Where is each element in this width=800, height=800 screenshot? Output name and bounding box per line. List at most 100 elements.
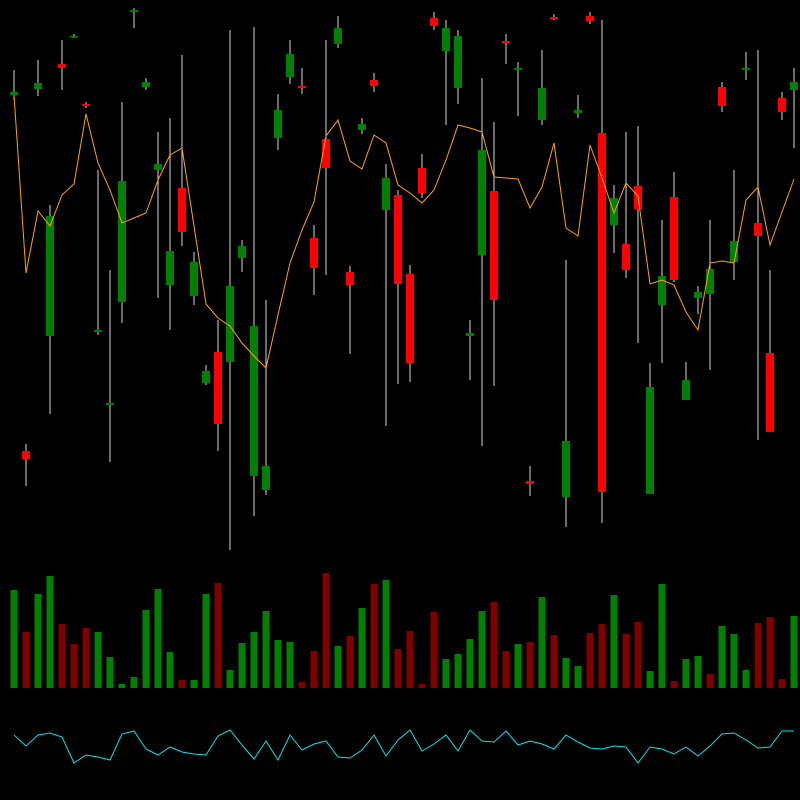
- volume-bar: [370, 584, 378, 688]
- volume-bar: [298, 682, 306, 688]
- candle-body: [310, 238, 318, 268]
- volume-bar: [190, 680, 198, 688]
- volume-bar: [670, 681, 678, 688]
- volume-bar: [178, 680, 186, 688]
- volume-bar: [262, 611, 270, 688]
- candle-body: [706, 269, 714, 294]
- candle-body: [142, 82, 150, 87]
- candle-body: [538, 88, 546, 120]
- volume-bar: [58, 624, 66, 688]
- volume-bar: [550, 635, 558, 688]
- candle-body: [466, 333, 474, 336]
- candle-body: [382, 178, 390, 210]
- candle-body: [682, 380, 690, 400]
- candle-body: [754, 223, 762, 236]
- candle-body: [202, 371, 210, 383]
- volume-bar: [274, 640, 282, 688]
- candle-body: [214, 352, 222, 424]
- volume-bar: [514, 644, 522, 688]
- candle-body: [46, 216, 54, 336]
- volume-bar: [634, 622, 642, 688]
- volume-bar: [658, 584, 666, 688]
- volume-bar: [346, 636, 354, 688]
- volume-bar: [442, 659, 450, 688]
- candle-body: [586, 16, 594, 21]
- volume-bar: [118, 684, 126, 688]
- candle-body: [622, 244, 630, 270]
- candle-body: [394, 195, 402, 284]
- volume-bar: [34, 594, 42, 688]
- volume-bar: [22, 632, 30, 688]
- volume-bar: [646, 671, 654, 688]
- volume-bar: [622, 634, 630, 688]
- volume-bar: [286, 642, 294, 688]
- candle-body: [190, 262, 198, 296]
- volume-bar: [754, 623, 762, 688]
- candle-body: [298, 86, 306, 88]
- volume-bar: [466, 639, 474, 688]
- volume-bar: [766, 617, 774, 688]
- volume-bar: [418, 684, 426, 688]
- candle-body: [262, 466, 270, 490]
- candle-body: [250, 326, 258, 476]
- volume-bar: [166, 652, 174, 688]
- volume-bar: [478, 611, 486, 688]
- volume-bar: [226, 670, 234, 688]
- volume-bar: [238, 643, 246, 688]
- candle-body: [154, 164, 162, 170]
- volume-bar: [490, 602, 498, 688]
- candle-body: [34, 83, 42, 89]
- volume-bar: [430, 612, 438, 688]
- candle-body: [94, 330, 102, 332]
- volume-bar: [574, 666, 582, 688]
- volume-bar: [730, 634, 738, 688]
- volume-bar: [154, 589, 162, 688]
- volume-bar: [682, 659, 690, 688]
- candle-body: [166, 251, 174, 285]
- volume-bar: [70, 644, 78, 688]
- candle-body: [718, 87, 726, 106]
- candle-body: [238, 246, 246, 258]
- candle-body: [58, 64, 66, 68]
- volume-bar: [142, 610, 150, 688]
- volume-bar: [382, 580, 390, 688]
- volume-bar: [778, 679, 786, 688]
- volume-bar: [526, 642, 534, 688]
- candle-body: [694, 292, 702, 298]
- volume-bar: [46, 576, 54, 688]
- candle-body: [130, 10, 138, 12]
- candle-body: [82, 104, 90, 106]
- candle-body: [346, 272, 354, 285]
- volume-bar: [586, 633, 594, 688]
- candle-body: [730, 241, 738, 262]
- candle-body: [10, 92, 18, 95]
- candle-body: [358, 124, 366, 130]
- candle-body: [106, 403, 114, 405]
- volume-bar: [358, 608, 366, 688]
- candle-body: [766, 353, 774, 432]
- volume-bar: [82, 628, 90, 688]
- candle-body: [574, 110, 582, 113]
- volume-bar: [790, 616, 798, 688]
- volume-bar: [502, 651, 510, 688]
- candle-body: [562, 441, 570, 497]
- candle-body: [274, 110, 282, 138]
- candle-body: [286, 54, 294, 77]
- candle-body: [658, 276, 666, 305]
- candle-body: [430, 18, 438, 26]
- candle-body: [118, 181, 126, 302]
- volume-bar: [610, 595, 618, 688]
- candle-body: [526, 481, 534, 484]
- volume-bar: [94, 632, 102, 688]
- candle-body: [514, 68, 522, 70]
- candle-body: [454, 36, 462, 88]
- candle-body: [226, 286, 234, 362]
- volume-bar: [598, 624, 606, 688]
- candle-body: [778, 98, 786, 112]
- oscillator-line: [13, 729, 794, 764]
- volume-bar: [310, 651, 318, 688]
- candle-body: [502, 41, 510, 43]
- volume-bar: [334, 646, 342, 688]
